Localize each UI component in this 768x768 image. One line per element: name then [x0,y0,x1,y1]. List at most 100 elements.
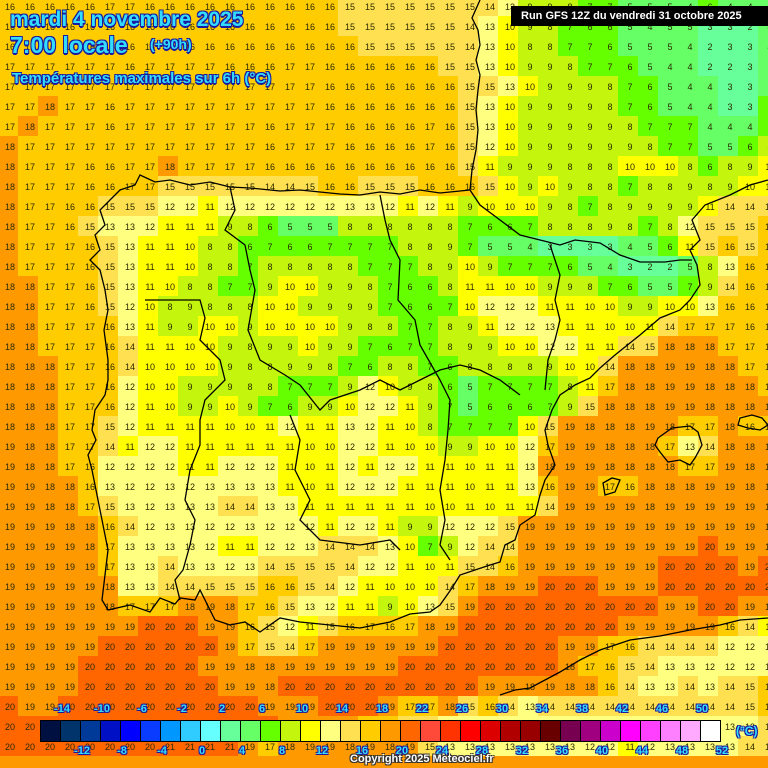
legend-swatch [581,721,601,741]
grid-cell [238,116,258,136]
legend-swatch [481,721,501,741]
grid-cell [678,256,698,276]
grid-cell [178,16,198,36]
grid-cell [78,136,98,156]
grid-cell [18,56,38,76]
grid-cell [398,156,418,176]
grid-cell [698,116,718,136]
grid-cell [178,136,198,156]
grid-cell [718,216,738,236]
grid-cell [398,0,418,16]
grid-cell [698,156,718,176]
grid-cell [578,96,598,116]
grid-cell [378,176,398,196]
grid-cell [278,76,298,96]
legend-label-top: -14 [54,703,70,715]
grid-cell [178,36,198,56]
grid-cell [478,0,498,16]
legend-swatch [441,721,461,741]
grid-cell [238,256,258,276]
legend-label-top: 2 [218,703,226,715]
grid-cell [618,116,638,136]
grid-cell [338,56,358,76]
grid-cell [158,56,178,76]
grid-cell [78,156,98,176]
grid-cell [518,136,538,156]
grid-cell [758,56,768,76]
legend-swatch [401,721,421,741]
grid-cell [558,196,578,216]
grid-cell [638,236,658,256]
legend-swatch [521,721,541,741]
grid-cell [178,116,198,136]
grid-cell [218,276,238,296]
grid-cell [238,176,258,196]
grid-cell [558,136,578,156]
grid-cell [298,96,318,116]
grid-cell [138,96,158,116]
legend-label-top: 34 [535,703,549,715]
grid-cell [178,196,198,216]
grid-cell [238,236,258,256]
grid-cell [618,56,638,76]
grid-cell [18,136,38,156]
grid-cell [318,0,338,16]
grid-cell [618,96,638,116]
grid-cell [478,136,498,156]
grid-cell [378,136,398,156]
legend-label-top: 42 [615,703,629,715]
grid-cell [18,16,38,36]
grid-cell [218,76,238,96]
legend-swatch [421,721,441,741]
grid-cell [278,156,298,176]
grid-cell [458,196,478,216]
grid-cell [438,16,458,36]
grid-cell [558,216,578,236]
grid-cell [758,76,768,96]
legend-label-top: -6 [137,703,147,715]
grid-cell [78,96,98,116]
grid-cell [78,276,98,296]
grid-cell [0,76,18,96]
grid-cell [358,76,378,96]
grid-cell [718,96,738,116]
grid-cell [378,256,398,276]
grid-cell [518,196,538,216]
grid-cell [658,96,678,116]
grid-cell [278,0,298,16]
grid-cell [638,76,658,96]
grid-cell [58,56,78,76]
grid-cell [578,216,598,236]
grid-cell [358,236,378,256]
legend-label-bottom: 12 [315,745,329,757]
grid-cell [578,116,598,136]
grid-cell [378,36,398,56]
grid-cell [438,176,458,196]
legend-swatch [181,721,201,741]
grid-cell [0,0,18,16]
grid-cell [18,216,38,236]
legend-label-top: 26 [455,703,469,715]
grid-cell [278,276,298,296]
grid-cell [518,216,538,236]
legend-swatch [541,721,561,741]
grid-cell [198,276,218,296]
grid-cell [0,156,18,176]
grid-cell [418,96,438,116]
grid-cell [198,216,218,236]
grid-cell [258,136,278,156]
grid-cell [58,76,78,96]
grid-cell [458,236,478,256]
grid-cell [518,256,538,276]
grid-cell [18,236,38,256]
grid-cell [678,116,698,136]
grid-cell [738,196,758,216]
grid-cell [38,96,58,116]
grid-cell [198,116,218,136]
grid-cell [498,116,518,136]
grid-cell [478,236,498,256]
grid-cell [678,156,698,176]
grid-cell [738,236,758,256]
grid-cell [578,156,598,176]
